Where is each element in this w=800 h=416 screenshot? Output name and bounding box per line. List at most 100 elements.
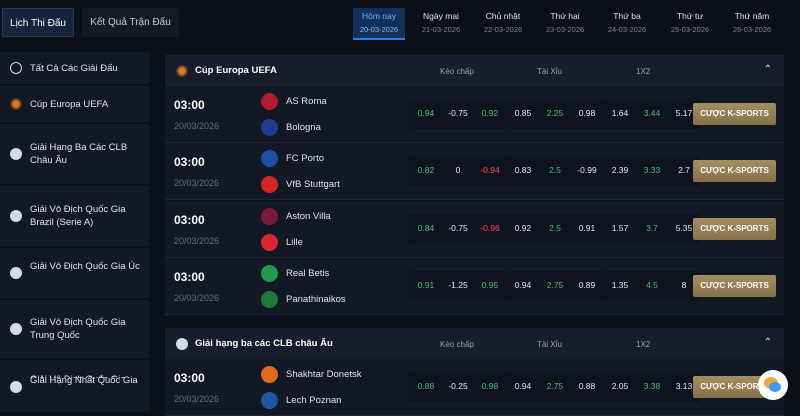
league-icon [176,65,188,77]
odds-value[interactable]: 2.75 [546,381,564,391]
column-handicap: Kèo chấp [440,67,474,76]
column-handicap: Kèo chấp [440,340,474,349]
1x2-odds-group: 2.05 3.38 3.13 [602,372,700,402]
odds-value[interactable]: 0.92 [514,223,532,233]
away-team-logo-icon [261,392,278,409]
home-team-name: Real Betis [286,268,330,279]
odds-value[interactable]: 0.92 [481,108,499,118]
tab-schedule[interactable]: Lịch Thi Đấu [2,8,74,37]
odds-value[interactable]: 0.89 [578,280,596,290]
match-date: 20/03/2026 [174,178,220,188]
odds-value[interactable]: 0.83 [514,165,532,175]
collapse-chevron-icon[interactable]: ⌃ [763,64,772,75]
tab-results[interactable]: Kết Quả Trận Đấu [82,8,179,37]
date-tab-7[interactable]: Thứ năm 26-03-2026 [726,8,778,40]
date-tab-day: Thứ năm [734,11,770,21]
odds-value[interactable]: 3.13 [675,381,693,391]
odds-value[interactable]: -1.25 [448,280,468,290]
chat-widget-icon[interactable] [758,370,788,400]
sidebar-item-label: Giải Hạng Nhất Quốc Gia [30,375,138,386]
odds-value[interactable]: 0.94 [417,108,435,118]
sidebar-item-4[interactable]: Giải Vô Địch Quốc Gia Brazil (Serie A) [0,186,149,246]
odds-value[interactable]: 1.35 [611,280,629,290]
odds-value[interactable]: -0.94 [480,165,500,175]
odds-value[interactable]: 2.5 [549,165,561,175]
sidebar-item-1[interactable]: Tất Cả Các Giải Đấu [0,52,149,84]
collapse-chevron-icon[interactable]: ⌃ [763,337,772,348]
date-tab-2[interactable]: Ngày mai 21-03-2026 [415,8,467,40]
handicap-odds-group: 0.94 -0.75 0.92 [408,99,506,129]
home-team-name: AS Roma [286,96,327,107]
bet-k-sports-button[interactable]: CƯỢC K-SPORTS [693,376,776,398]
away-team-name: Panathinaikos [286,294,346,305]
date-tab-day: Thứ ba [613,11,641,21]
date-tab-day: Thứ tư [676,11,704,21]
1x2-odds-group: 1.35 4.5 8 [602,271,700,301]
odds-value[interactable]: 0.91 [417,280,435,290]
date-tab-1[interactable]: Hôm nay 20-03-2026 [353,8,405,40]
sidebar-item-3[interactable]: Giải Hạng Ba Các CLB Châu Âu [0,124,149,184]
bet-k-sports-button[interactable]: CƯỢC K-SPORTS [693,160,776,182]
bet-k-sports-button[interactable]: CƯỢC K-SPORTS [693,275,776,297]
odds-value[interactable]: 1.64 [611,108,629,118]
bet-k-sports-button[interactable]: CƯỢC K-SPORTS [693,218,776,240]
odds-value[interactable]: 2.25 [546,108,564,118]
home-team-name: Shakhtar Donetsk [286,369,362,380]
sidebar-item-6[interactable]: Giải Vô Địch Quốc Gia Trung Quốc [0,300,149,358]
odds-value[interactable]: 2.05 [611,381,629,391]
date-tab-date: 20-03-2026 [359,25,399,34]
sidebar-item-label: Tất Cả Các Giải Đấu [30,62,118,74]
date-tab-3[interactable]: Chủ nhật 22-03-2026 [477,8,529,40]
odds-value[interactable]: 8 [681,280,687,290]
odds-value[interactable]: 2.75 [546,280,564,290]
date-tab-day: Chủ nhật [485,11,521,21]
odds-value[interactable]: 4.5 [646,280,658,290]
odds-value[interactable]: 2.7 [678,165,690,175]
odds-value[interactable]: 0.98 [578,108,596,118]
sidebar-item-2[interactable]: Cúp Europa UEFA [0,86,149,122]
bet-k-sports-button[interactable]: CƯỢC K-SPORTS [693,103,776,125]
odds-value[interactable]: 0.88 [578,381,596,391]
sidebar-item-label: Cúp Europa UEFA [30,98,109,110]
odds-value[interactable]: 0.84 [417,223,435,233]
odds-value[interactable]: 1.57 [611,223,629,233]
league-icon [10,267,22,279]
odds-value[interactable]: 0.82 [417,165,435,175]
odds-value[interactable]: 3.33 [643,165,661,175]
sidebar-item-label: Giải Vô Địch Quốc Gia Trung Quốc [30,317,126,341]
match-date: 20/03/2026 [174,394,220,404]
odds-value[interactable]: 5.35 [675,223,693,233]
sidebar-item-8[interactable]: Giải Hạng Nhất Quốc Gia [0,375,149,396]
sidebar-item-5[interactable]: Giải Vô Địch Quốc Gia Úc [0,248,149,298]
date-tab-6[interactable]: Thứ tư 25-03-2026 [664,8,716,40]
league-header[interactable]: Giải hạng ba các CLB châu Âu Kèo chấp Tài … [165,328,784,360]
odds-value[interactable]: 0.91 [578,223,596,233]
odds-value[interactable]: 0.98 [481,381,499,391]
odds-value[interactable]: -0.75 [448,223,468,233]
odds-value[interactable]: 0.88 [417,381,435,391]
odds-value[interactable]: 5.17 [675,108,693,118]
odds-value[interactable]: -0.96 [480,223,500,233]
odds-value[interactable]: 3.44 [643,108,661,118]
odds-value[interactable]: 2.39 [611,165,629,175]
odds-value[interactable]: 0 [455,165,461,175]
odds-value[interactable]: 0.85 [514,108,532,118]
date-tab-4[interactable]: Thứ hai 23-03-2026 [539,8,591,40]
odds-value[interactable]: 0.95 [481,280,499,290]
date-tab-5[interactable]: Thứ ba 24-03-2026 [601,8,653,40]
odds-value[interactable]: 0.94 [514,280,532,290]
home-team-logo-icon [261,150,278,167]
odds-value[interactable]: 3.7 [646,223,658,233]
match-time: 03:00 [174,371,205,385]
match-row: 03:00 20/03/2026 AS Roma Bologna 0.94 -0.75 0.… [165,86,784,143]
odds-value[interactable]: -0.75 [448,108,468,118]
sidebar-item-label: Giải Hạng Ba Các CLB Châu Âu [30,142,128,166]
odds-value[interactable]: 0.94 [514,381,532,391]
odds-value[interactable]: 3.38 [643,381,661,391]
league-header[interactable]: Cúp Europa UEFA Kèo chấp Tài Xỉu 1X2 ⌃ [165,55,784,87]
1x2-odds-group: 1.64 3.44 5.17 [602,99,700,129]
odds-value[interactable]: -0.99 [577,165,597,175]
league-icon [176,338,188,350]
odds-value[interactable]: -0.25 [448,381,468,391]
odds-value[interactable]: 2.5 [549,223,561,233]
